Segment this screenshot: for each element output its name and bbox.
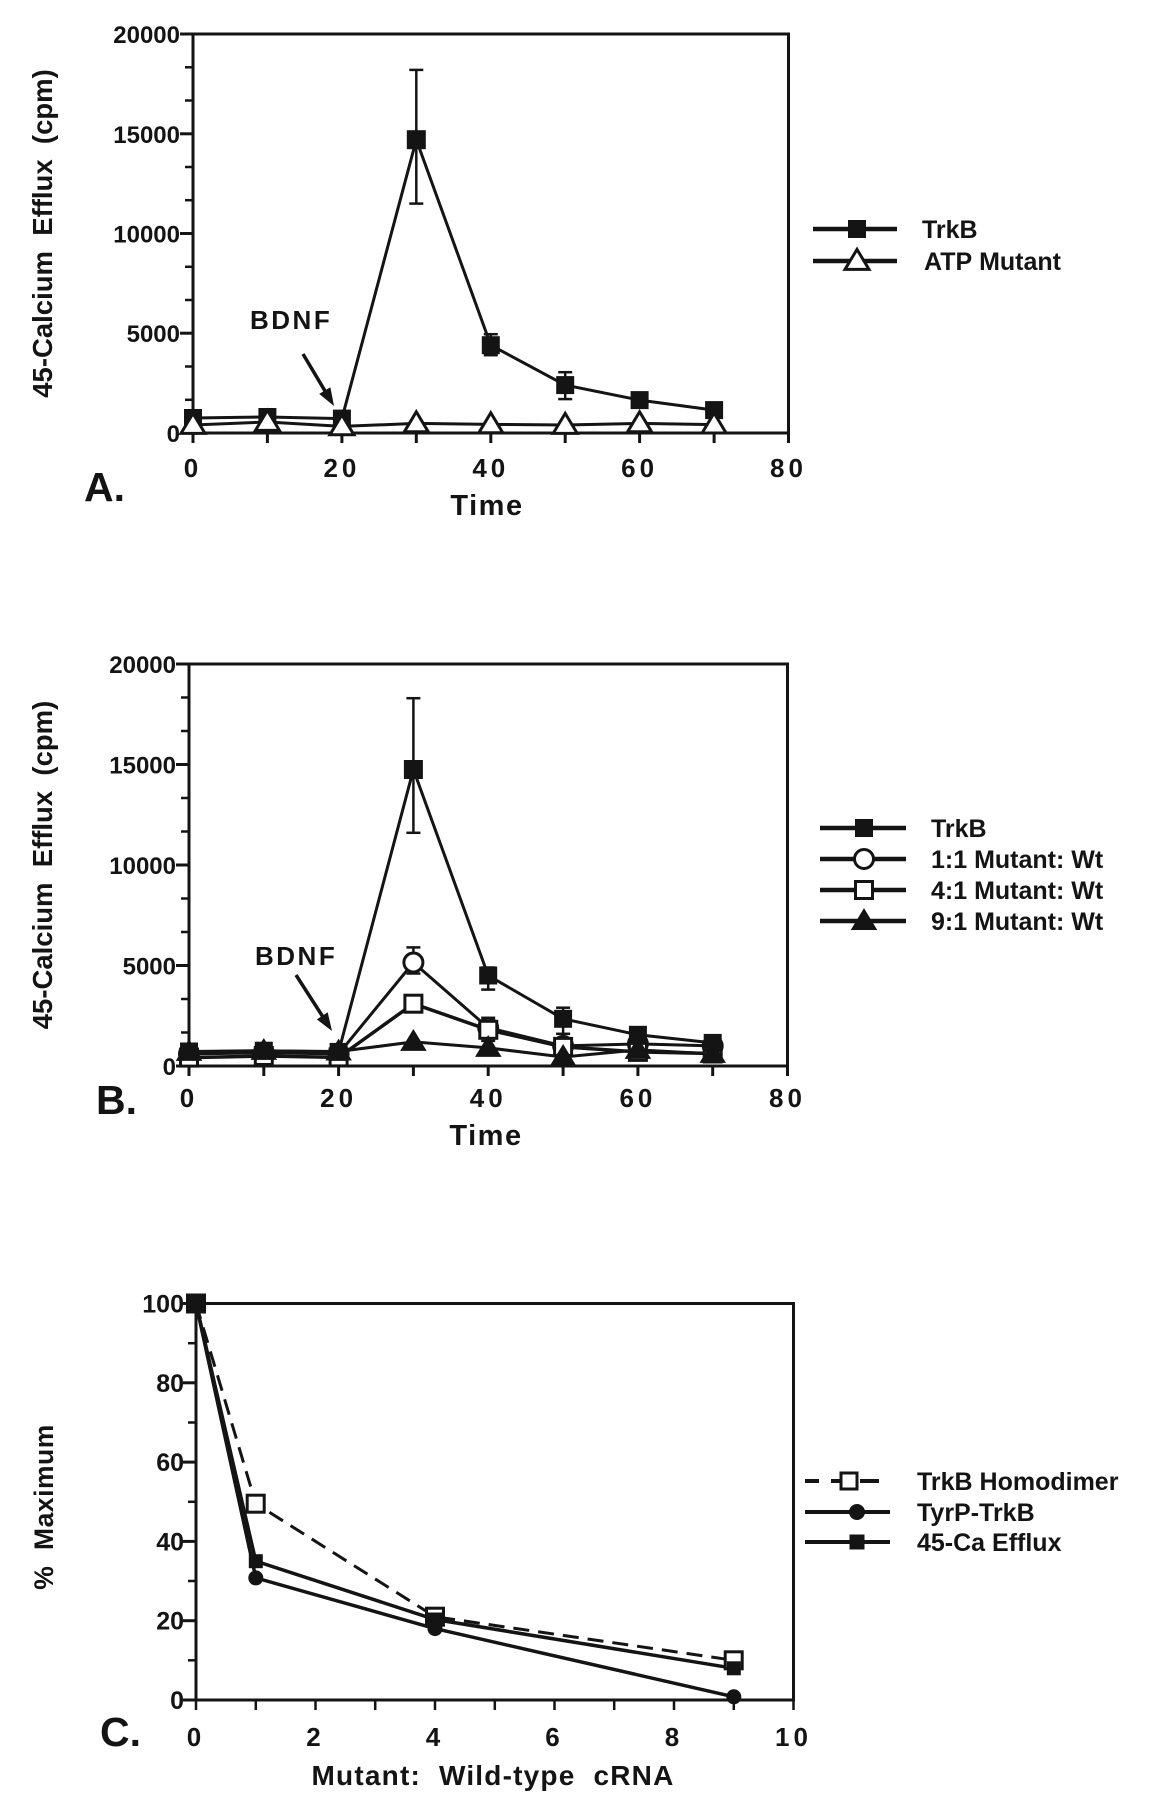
svg-text:45-Calcium Efflux (cpm): 45-Calcium Efflux (cpm)	[27, 701, 58, 1030]
svg-text:Mutant: Wild-type cRNA: Mutant: Wild-type cRNA	[312, 1760, 675, 1791]
svg-text:8: 8	[665, 1722, 683, 1752]
svg-text:C.: C.	[100, 1709, 141, 1755]
svg-text:80: 80	[770, 453, 807, 483]
svg-text:2: 2	[306, 1722, 324, 1752]
svg-text:1:1 Mutant: Wt: 1:1 Mutant: Wt	[931, 846, 1104, 874]
svg-text:B.: B.	[96, 1077, 137, 1123]
svg-text:0: 0	[170, 1687, 184, 1715]
svg-text:6: 6	[545, 1722, 563, 1752]
svg-text:0: 0	[163, 1054, 176, 1081]
svg-text:20: 20	[320, 1083, 357, 1113]
svg-text:0: 0	[184, 453, 202, 483]
svg-text:40: 40	[470, 1083, 507, 1113]
svg-text:40: 40	[472, 453, 509, 483]
svg-text:4:1 Mutant: Wt: 4:1 Mutant: Wt	[931, 877, 1104, 905]
svg-text:60: 60	[619, 1083, 656, 1113]
svg-text:80: 80	[156, 1370, 184, 1398]
svg-text:TyrP-TrkB: TyrP-TrkB	[917, 1499, 1035, 1527]
svg-text:0: 0	[187, 1722, 205, 1752]
svg-text:20000: 20000	[109, 652, 176, 679]
svg-text:0: 0	[167, 421, 180, 448]
svg-text:20000: 20000	[113, 22, 180, 49]
svg-text:20: 20	[156, 1608, 184, 1636]
svg-text:4: 4	[426, 1722, 444, 1752]
svg-text:100: 100	[142, 1291, 184, 1319]
svg-text:15000: 15000	[109, 753, 176, 780]
svg-text:80: 80	[769, 1083, 806, 1113]
svg-text:BDNF: BDNF	[255, 941, 337, 971]
svg-text:10000: 10000	[113, 222, 180, 249]
svg-text:15000: 15000	[113, 122, 180, 149]
svg-text:9:1 Mutant: Wt: 9:1 Mutant: Wt	[931, 908, 1104, 936]
svg-text:10: 10	[775, 1722, 812, 1752]
svg-text:20: 20	[323, 453, 360, 483]
svg-text:A.: A.	[84, 464, 125, 510]
svg-text:45-Ca Efflux: 45-Ca Efflux	[917, 1529, 1062, 1557]
svg-text:60: 60	[156, 1449, 184, 1477]
svg-text:5000: 5000	[127, 321, 180, 348]
svg-text:Time: Time	[450, 490, 523, 522]
svg-text:45-Calcium Efflux (cpm): 45-Calcium Efflux (cpm)	[27, 69, 58, 398]
svg-text:BDNF: BDNF	[250, 305, 332, 335]
svg-text:10000: 10000	[109, 853, 176, 880]
svg-text:5000: 5000	[123, 954, 176, 981]
svg-text:60: 60	[621, 453, 658, 483]
svg-text:% Maximum: % Maximum	[29, 1424, 59, 1590]
svg-text:TrkB: TrkB	[931, 815, 987, 843]
svg-text:ATP Mutant: ATP Mutant	[924, 248, 1062, 276]
svg-text:TrkB: TrkB	[922, 216, 978, 244]
svg-text:40: 40	[156, 1528, 184, 1556]
svg-text:Time: Time	[449, 1120, 522, 1152]
svg-text:TrkB Homodimer: TrkB Homodimer	[917, 1468, 1119, 1496]
svg-text:0: 0	[180, 1083, 198, 1113]
